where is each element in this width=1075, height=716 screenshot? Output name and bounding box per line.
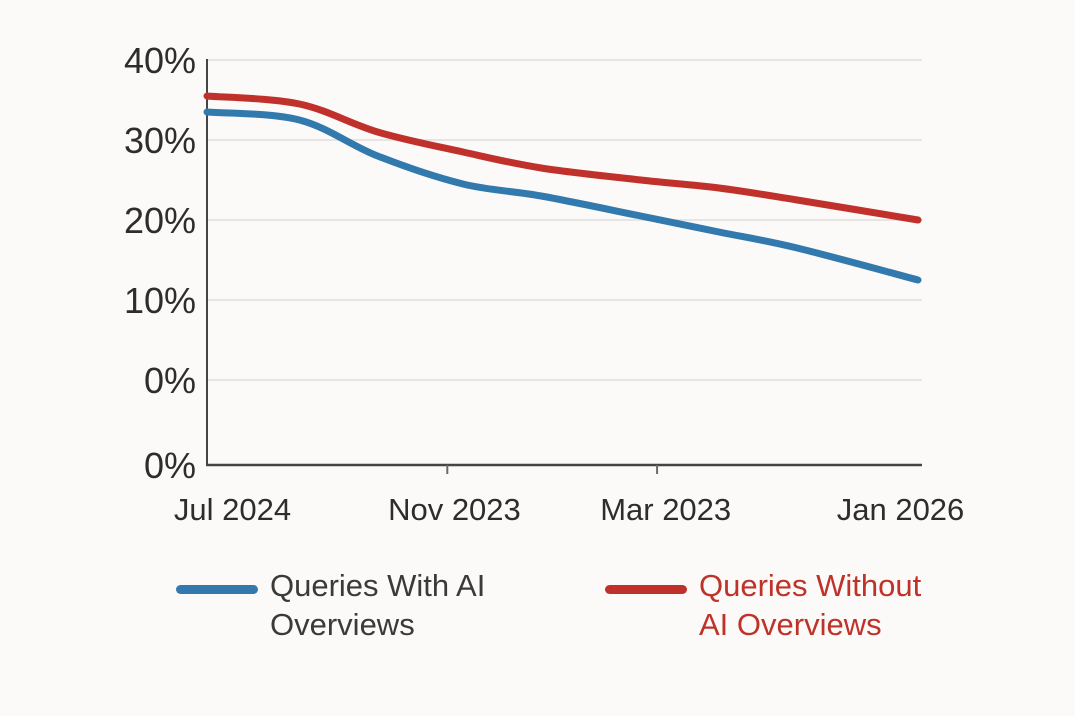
legend-label-line2: AI Overviews (699, 607, 882, 642)
legend-item-queries-without-ai: Queries Without AI Overviews (605, 566, 921, 644)
x-tick-label: Jan 2026 (837, 492, 965, 527)
legend-item-queries-with-ai: Queries With AI Overviews (176, 566, 485, 644)
legend-blue-line-swatch (176, 585, 258, 594)
x-tick-label: Jul 2024 (174, 492, 291, 527)
y-tick-label: 10% (124, 280, 196, 321)
y-tick-label: 40% (124, 40, 196, 81)
y-tick-label: 30% (124, 120, 196, 161)
chart-legend: Queries With AI Overviews Queries Withou… (0, 566, 1075, 676)
x-tick-label: Mar 2023 (600, 492, 731, 527)
legend-label-line2: Overviews (270, 607, 415, 642)
x-tick-label: Nov 2023 (388, 492, 521, 527)
y-tick-label: 0% (144, 360, 196, 401)
legend-label-line1: Queries With AI (270, 568, 486, 603)
line-chart: 40% 30% 20% 10% 0% 0% Jul 2024 Nov 2023 Mar 2023… (124, 40, 965, 527)
legend-label-queries-without-ai: Queries Without AI Overviews (699, 566, 921, 644)
series-line-queries-with-ai-overviews (203, 108, 922, 284)
legend-red-line-swatch (605, 585, 687, 594)
y-tick-label: 0% (144, 445, 196, 486)
y-tick-label: 20% (124, 200, 196, 241)
legend-label-queries-with-ai: Queries With AI Overviews (270, 566, 485, 644)
legend-label-line1: Queries Without (699, 568, 922, 603)
series-line-queries-without-ai-overviews (203, 92, 922, 224)
